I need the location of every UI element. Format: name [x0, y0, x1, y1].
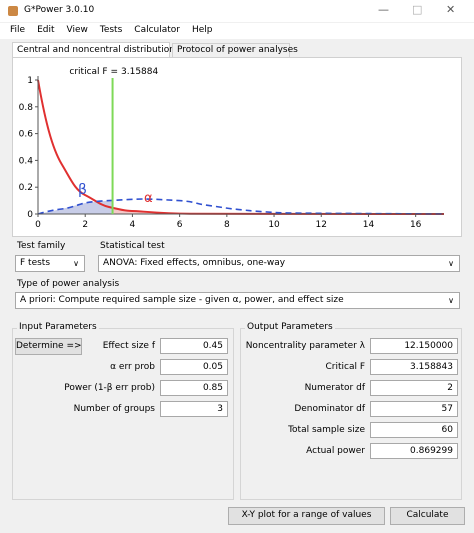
maximize-button[interactable]: □	[412, 3, 423, 16]
close-button[interactable]: ✕	[446, 3, 456, 16]
xy-plot-button[interactable]: X-Y plot for a range of values	[228, 507, 385, 525]
input-label: Power (1-β err prob)	[64, 383, 155, 393]
output-title: Output Parameters	[245, 322, 335, 332]
y-tick-label: 0.2	[19, 183, 33, 193]
menu-item[interactable]: File	[10, 25, 26, 35]
input-label: Effect size f	[102, 341, 155, 351]
menu-item[interactable]: Calculator	[134, 25, 180, 35]
input-title: Input Parameters	[17, 322, 99, 332]
calculate-button[interactable]: Calculate	[390, 507, 465, 525]
statistical-test-select[interactable]: ANOVA: Fixed effects, omnibus, one-way	[98, 255, 460, 272]
output-label: Actual power	[306, 446, 365, 456]
x-tick-label: 10	[268, 220, 280, 230]
output-field: 57	[370, 401, 458, 417]
y-tick-label: 0.4	[19, 156, 34, 166]
noncentral-curve	[37, 198, 445, 215]
central-curve	[37, 79, 445, 215]
output-field: 60	[370, 422, 458, 438]
input-field[interactable]: 0.45	[160, 338, 228, 354]
output-field: 2	[370, 380, 458, 396]
y-tick-label: 0.6	[19, 130, 34, 140]
menu-item[interactable]: Tests	[99, 25, 123, 35]
menu-item[interactable]: Help	[191, 25, 213, 35]
alpha-area	[113, 208, 444, 214]
x-tick-label: 8	[224, 220, 230, 230]
x-tick-label: 16	[410, 220, 422, 230]
menu-bar: File Edit View Tests Calculator Help	[0, 23, 474, 39]
x-tick-label: 2	[82, 220, 88, 230]
y-tick-label: 1	[27, 76, 33, 86]
minimize-button[interactable]: —	[378, 3, 389, 16]
tab-active[interactable]: Central and noncentral distributions	[12, 42, 180, 58]
x-tick-label: 0	[35, 220, 41, 230]
input-field[interactable]: 0.05	[160, 359, 228, 375]
output-label: Numerator df	[304, 383, 365, 393]
distribution-plot: critical F = 3.15884 β α 0 2 4 6 8 10 12 14 16 0 0…	[19, 67, 445, 230]
test-family-label: Test family	[17, 241, 66, 251]
output-label: Denominator df	[294, 404, 365, 414]
critical-value: 3.15884	[121, 67, 158, 77]
menu-item[interactable]: View	[66, 25, 88, 35]
input-field[interactable]: 0.85	[160, 380, 228, 396]
title-bar	[0, 0, 474, 22]
y-tick-label: 0.8	[19, 103, 34, 113]
critical-label: critical F =	[69, 67, 118, 77]
output-group	[240, 328, 462, 500]
input-group	[12, 328, 234, 500]
beta-area	[38, 200, 113, 214]
input-field[interactable]: 3	[160, 401, 228, 417]
determine-button[interactable]: Determine =>	[15, 338, 82, 355]
x-tick-label: 14	[363, 220, 375, 230]
analysis-type-select[interactable]: A priori: Compute required sample size -…	[15, 292, 460, 309]
x-tick-label: 4	[130, 220, 136, 230]
input-label: α err prob	[110, 362, 155, 372]
beta-label: β	[78, 182, 87, 198]
output-label: Noncentrality parameter λ	[245, 341, 365, 351]
output-field: 3.158843	[370, 359, 458, 375]
app-icon	[8, 6, 18, 16]
x-tick-label: 12	[316, 220, 327, 230]
y-tick-label: 0	[27, 210, 33, 220]
window-title: G*Power 3.0.10	[24, 5, 95, 15]
analysis-type-label: Type of power analysis	[17, 279, 120, 289]
output-label: Critical F	[325, 362, 365, 372]
output-field: 0.869299	[370, 443, 458, 459]
input-label: Number of groups	[73, 404, 155, 414]
x-tick-label: 6	[177, 220, 183, 230]
test-family-select[interactable]: F tests	[15, 255, 85, 272]
output-label: Total sample size	[288, 425, 365, 435]
statistical-test-label: Statistical test	[100, 241, 165, 251]
menu-item[interactable]: Edit	[37, 25, 55, 35]
alpha-label: α	[144, 191, 153, 206]
output-field: 12.150000	[370, 338, 458, 354]
